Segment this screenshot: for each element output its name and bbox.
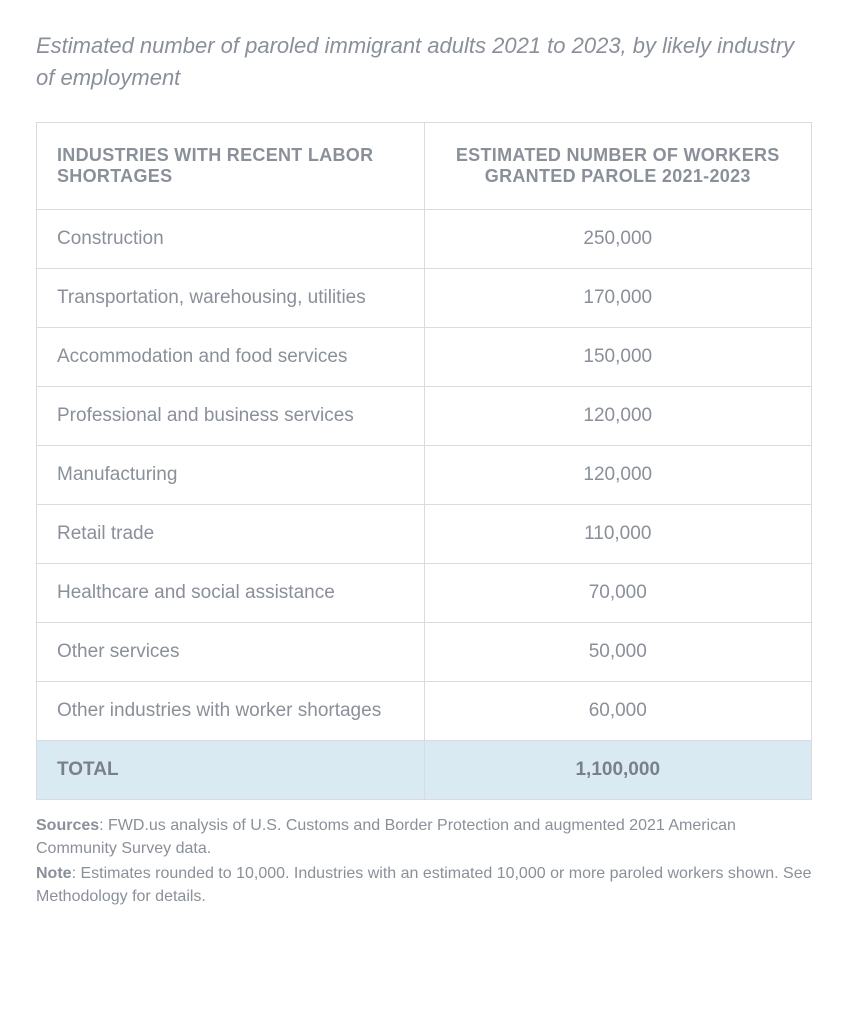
table-title: Estimated number of paroled immigrant ad… — [36, 30, 812, 94]
footer-notes: Sources: FWD.us analysis of U.S. Customs… — [36, 814, 812, 909]
table-row: Manufacturing 120,000 — [37, 445, 812, 504]
cell-total-value: 1,100,000 — [424, 740, 812, 799]
table-row: Accommodation and food services 150,000 — [37, 327, 812, 386]
note-line: Note: Estimates rounded to 10,000. Indus… — [36, 862, 812, 908]
cell-industry: Professional and business services — [37, 386, 425, 445]
table-row: Transportation, warehousing, utilities 1… — [37, 268, 812, 327]
cell-industry: Accommodation and food services — [37, 327, 425, 386]
table-header-row: INDUSTRIES WITH RECENT LABOR SHORTAGES E… — [37, 122, 812, 209]
cell-industry: Healthcare and social assistance — [37, 563, 425, 622]
cell-value: 250,000 — [424, 209, 812, 268]
cell-value: 150,000 — [424, 327, 812, 386]
sources-line: Sources: FWD.us analysis of U.S. Customs… — [36, 814, 812, 860]
table-row: Construction 250,000 — [37, 209, 812, 268]
cell-industry: Manufacturing — [37, 445, 425, 504]
cell-industry: Transportation, warehousing, utilities — [37, 268, 425, 327]
cell-total-label: TOTAL — [37, 740, 425, 799]
table-row: Healthcare and social assistance 70,000 — [37, 563, 812, 622]
cell-value: 110,000 — [424, 504, 812, 563]
sources-text: : FWD.us analysis of U.S. Customs and Bo… — [36, 817, 736, 857]
table-row: Other industries with worker shortages 6… — [37, 681, 812, 740]
cell-industry: Other services — [37, 622, 425, 681]
column-header-estimated: ESTIMATED NUMBER OF WORKERS GRANTED PARO… — [424, 122, 812, 209]
cell-value: 60,000 — [424, 681, 812, 740]
table-row: Retail trade 110,000 — [37, 504, 812, 563]
cell-value: 120,000 — [424, 445, 812, 504]
table-row: Professional and business services 120,0… — [37, 386, 812, 445]
note-text: : Estimates rounded to 10,000. Industrie… — [36, 865, 812, 905]
cell-value: 120,000 — [424, 386, 812, 445]
cell-industry: Construction — [37, 209, 425, 268]
cell-industry: Other industries with worker shortages — [37, 681, 425, 740]
column-header-industries: INDUSTRIES WITH RECENT LABOR SHORTAGES — [37, 122, 425, 209]
cell-value: 70,000 — [424, 563, 812, 622]
cell-value: 170,000 — [424, 268, 812, 327]
data-table: INDUSTRIES WITH RECENT LABOR SHORTAGES E… — [36, 122, 812, 800]
table-body: Construction 250,000 Transportation, war… — [37, 209, 812, 799]
sources-label: Sources — [36, 817, 99, 834]
cell-industry: Retail trade — [37, 504, 425, 563]
note-label: Note — [36, 865, 72, 882]
table-total-row: TOTAL 1,100,000 — [37, 740, 812, 799]
cell-value: 50,000 — [424, 622, 812, 681]
table-row: Other services 50,000 — [37, 622, 812, 681]
